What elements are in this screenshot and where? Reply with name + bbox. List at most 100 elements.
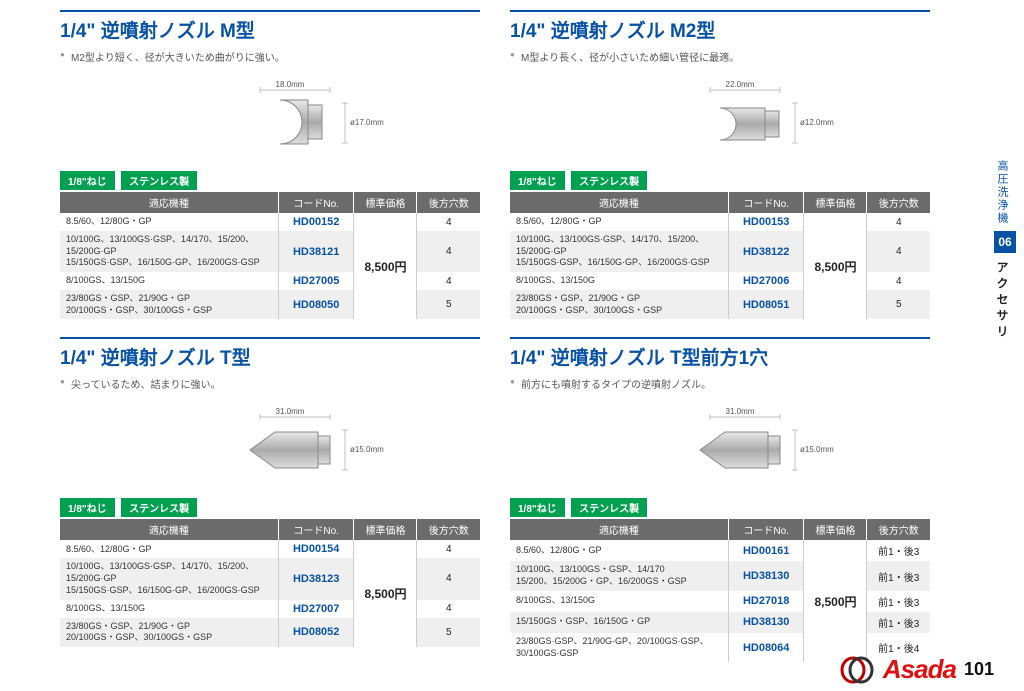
table-row: 8.5/60、12/80G・GP HD00153 8,500円 4 [510, 213, 930, 231]
code-cell: HD08051 [728, 290, 804, 319]
product-block: 1/4" 逆噴射ノズル M型 M2型より短く、径が大きいため曲がりに強い。 18… [60, 10, 480, 319]
product-description: M型より長く、径が小さいため細い管径に最適。 [510, 49, 930, 64]
brand-logo-text: Asada [883, 654, 956, 685]
product-diagram: 31.0mm ø15.0mm [60, 399, 480, 494]
code-cell: HD27005 [278, 272, 354, 290]
table-row: 10/100G、13/100GS・GSP、14/17015/200、15/200… [510, 561, 930, 590]
code-cell: HD00153 [728, 213, 804, 231]
col-holes-header: 後方穴数 [417, 192, 480, 213]
model-cell: 8/100GS、13/150G [60, 272, 278, 290]
col-code-header: コードNo. [728, 192, 804, 213]
thread-badge: 1/8"ねじ [510, 171, 565, 190]
product-diagram: 22.0mm ø12.0mm [510, 72, 930, 167]
col-holes-header: 後方穴数 [417, 519, 480, 540]
model-cell: 8.5/60、12/80G・GP [510, 540, 728, 561]
code-cell: HD08052 [278, 618, 354, 647]
table-row: 8.5/60、12/80G・GP HD00152 8,500円 4 [60, 213, 480, 231]
price-cell: 8,500円 [354, 213, 417, 319]
col-model-header: 適応機種 [60, 519, 278, 540]
table-row: 23/80GS・GSP、21/90G・GP20/100GS・GSP、30/100… [60, 618, 480, 647]
product-description: M2型より短く、径が大きいため曲がりに強い。 [60, 49, 480, 64]
table-row: 8.5/60、12/80G・GP HD00161 8,500円 前1・後3 [510, 540, 930, 561]
price-cell: 8,500円 [804, 213, 867, 319]
table-row: 8/100GS、13/150G HD27007 4 [60, 600, 480, 618]
col-holes-header: 後方穴数 [867, 519, 930, 540]
code-cell: HD00152 [278, 213, 354, 231]
code-cell: HD27006 [728, 272, 804, 290]
sidebar: 高圧洗浄機 06 アクセサリ [994, 160, 1016, 341]
product-title: 1/4" 逆噴射ノズル M2型 [510, 10, 930, 43]
model-cell: 8.5/60、12/80G・GP [60, 213, 278, 231]
material-badge: ステンレス製 [121, 171, 197, 190]
code-cell: HD38122 [728, 231, 804, 272]
brand-logo-icon [839, 655, 875, 685]
holes-cell: 前1・後3 [867, 612, 930, 633]
thread-badge: 1/8"ねじ [510, 498, 565, 517]
model-cell: 23/80GS・GSP、21/90G・GP20/100GS・GSP、30/100… [60, 618, 278, 647]
page-number: 101 [964, 659, 994, 680]
code-cell: HD00154 [278, 540, 354, 558]
holes-cell: 4 [867, 231, 930, 272]
col-price-header: 標準価格 [354, 192, 417, 213]
code-cell: HD38121 [278, 231, 354, 272]
holes-cell: 5 [417, 618, 480, 647]
thread-badge: 1/8"ねじ [60, 171, 115, 190]
code-cell: HD38130 [728, 612, 804, 633]
spec-table: 適応機種 コードNo. 標準価格 後方穴数 8.5/60、12/80G・GP H… [60, 519, 480, 646]
col-code-header: コードNo. [278, 519, 354, 540]
model-cell: 15/150GS・GSP、16/150G・GP [510, 612, 728, 633]
table-row: 23/80GS・GSP、21/90G・GP20/100GS・GSP、30/100… [510, 290, 930, 319]
model-cell: 10/100G、13/100GS·GSP、14/170、15/200、15/20… [60, 558, 278, 599]
col-code-header: コードNo. [278, 192, 354, 213]
spec-table: 適応機種 コードNo. 標準価格 後方穴数 8.5/60、12/80G・GP H… [510, 192, 930, 319]
footer: Asada 101 [839, 654, 994, 685]
model-cell: 8/100GS、13/150G [510, 272, 728, 290]
col-price-header: 標準価格 [804, 519, 867, 540]
model-cell: 8/100GS、13/150G [510, 591, 728, 612]
col-model-header: 適応機種 [510, 192, 728, 213]
table-row: 10/100G、13/100GS·GSP、14/170、15/200、15/20… [510, 231, 930, 272]
table-row: 10/100G、13/100GS·GSP、14/170、15/200、15/20… [60, 231, 480, 272]
svg-text:31.0mm: 31.0mm [276, 407, 305, 416]
model-cell: 23/80GS・GSP、21/90G・GP20/100GS・GSP、30/100… [60, 290, 278, 319]
model-cell: 23/80GS・GSP、21/90G・GP20/100GS・GSP、30/100… [510, 290, 728, 319]
model-cell: 8.5/60、12/80G・GP [60, 540, 278, 558]
holes-cell: 5 [417, 290, 480, 319]
col-price-header: 標準価格 [354, 519, 417, 540]
holes-cell: 4 [417, 231, 480, 272]
code-cell: HD08064 [728, 633, 804, 662]
code-cell: HD27018 [728, 591, 804, 612]
spec-table: 適応機種 コードNo. 標準価格 後方穴数 8.5/60、12/80G・GP H… [60, 192, 480, 319]
col-code-header: コードNo. [728, 519, 804, 540]
badges: 1/8"ねじ ステンレス製 [60, 498, 480, 517]
svg-text:ø15.0mm: ø15.0mm [800, 445, 834, 454]
holes-cell: 4 [417, 600, 480, 618]
product-title: 1/4" 逆噴射ノズル T型前方1穴 [510, 337, 930, 370]
holes-cell: 前1・後3 [867, 561, 930, 590]
material-badge: ステンレス製 [571, 498, 647, 517]
product-diagram: 18.0mm ø17.0mm [60, 72, 480, 167]
col-price-header: 標準価格 [804, 192, 867, 213]
product-description: 前方にも噴射するタイプの逆噴射ノズル。 [510, 376, 930, 391]
col-holes-header: 後方穴数 [867, 192, 930, 213]
material-badge: ステンレス製 [571, 171, 647, 190]
table-row: 8.5/60、12/80G・GP HD00154 8,500円 4 [60, 540, 480, 558]
model-cell: 8/100GS、13/150G [60, 600, 278, 618]
holes-cell: 4 [417, 213, 480, 231]
sidebar-section-number: 06 [994, 231, 1016, 253]
table-row: 15/150GS・GSP、16/150G・GP HD38130 前1・後3 [510, 612, 930, 633]
table-row: 8/100GS、13/150G HD27005 4 [60, 272, 480, 290]
model-cell: 10/100G、13/100GS・GSP、14/17015/200、15/200… [510, 561, 728, 590]
table-row: 8/100GS、13/150G HD27018 前1・後3 [510, 591, 930, 612]
model-cell: 23/80GS·GSP、21/90G·GP、20/100GS·GSP、30/10… [510, 633, 728, 662]
table-row: 23/80GS・GSP、21/90G・GP20/100GS・GSP、30/100… [60, 290, 480, 319]
price-cell: 8,500円 [354, 540, 417, 646]
product-block: 1/4" 逆噴射ノズル T型前方1穴 前方にも噴射するタイプの逆噴射ノズル。 3… [510, 337, 930, 662]
holes-cell: 5 [867, 290, 930, 319]
holes-cell: 4 [417, 558, 480, 599]
product-description: 尖っているため、詰まりに強い。 [60, 376, 480, 391]
svg-text:22.0mm: 22.0mm [726, 80, 755, 89]
holes-cell: 4 [867, 213, 930, 231]
product-diagram: 31.0mm ø15.0mm [510, 399, 930, 494]
badges: 1/8"ねじ ステンレス製 [510, 498, 930, 517]
